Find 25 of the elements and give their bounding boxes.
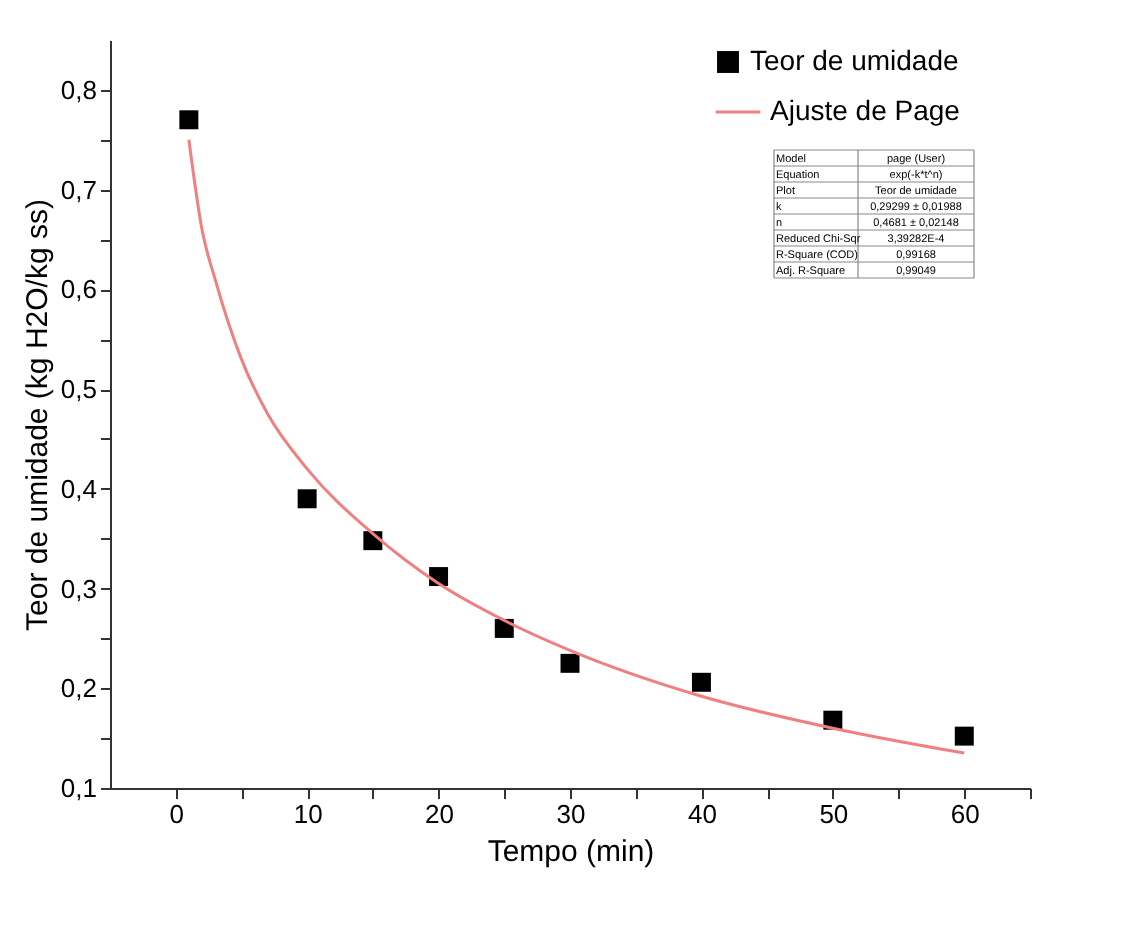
y-tick-label: 0,1 — [60, 773, 97, 803]
y-tick-label: 0,8 — [60, 74, 97, 105]
y-tick-label: 0,4 — [60, 473, 97, 504]
line-series — [187, 138, 966, 755]
y-tick-label: 0,2 — [60, 673, 97, 704]
x-tick-label: 10 — [293, 799, 323, 829]
x-tick-label: 60 — [950, 799, 980, 829]
legend-label: Teor de umidade — [750, 44, 960, 76]
x-tick-label: 0 — [169, 799, 184, 829]
y-tick-label: 0,6 — [60, 274, 97, 305]
y-tick-label: 0,5 — [60, 374, 97, 405]
legend-label: Ajuste de Page — [770, 94, 961, 126]
point — [179, 110, 199, 130]
x-axis-title: Tempo (min) — [487, 835, 655, 869]
point — [691, 672, 711, 692]
y-tick-label: 0,3 — [60, 573, 97, 604]
x-tick-label: 40 — [687, 799, 717, 829]
y-tick-label: 0,7 — [60, 174, 97, 205]
x-tick-label: 50 — [819, 799, 849, 829]
x-tick-label: 30 — [556, 799, 586, 829]
x-tick-label: 20 — [425, 799, 455, 829]
point — [954, 726, 974, 746]
point — [297, 489, 317, 509]
y-axis-title: Teor de umidade (kg H2O/kg ss) — [20, 199, 55, 631]
point — [560, 653, 580, 673]
